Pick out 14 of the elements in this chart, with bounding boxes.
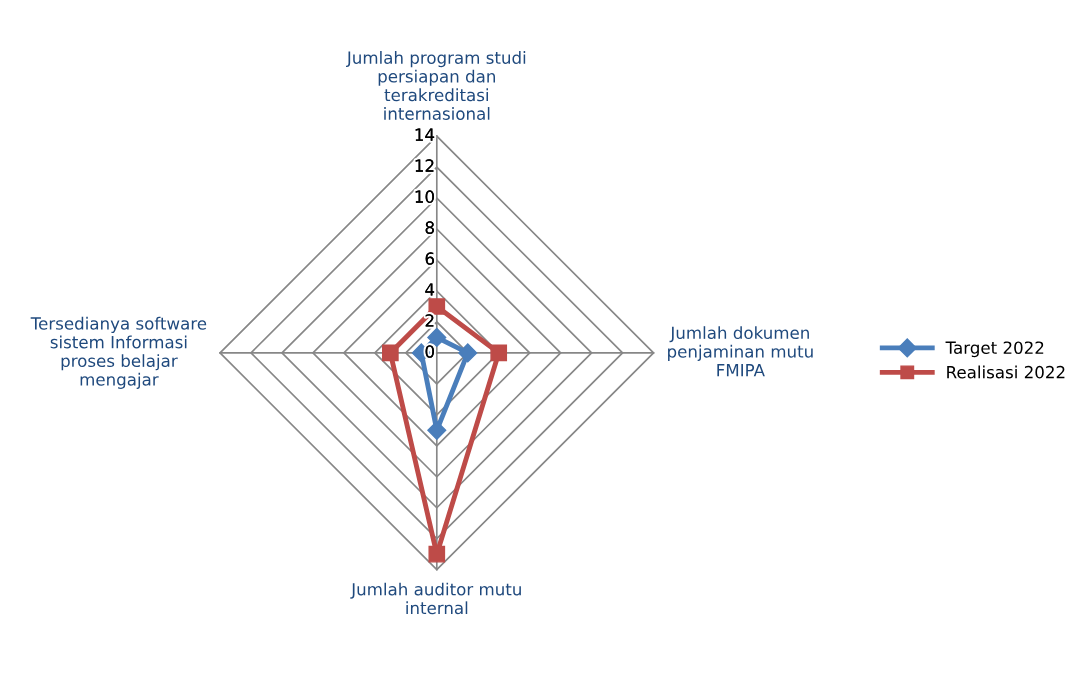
spoke-label: Jumlah auditor mutu internal [350,582,521,615]
spoke-label: Jumlah program studi persiapan dan terakreditasi internasional [346,51,526,120]
y-tick-label: 8 [425,221,434,234]
spoke-label: Jumlah dokumen penjaminan mutu FMIPA [668,326,813,377]
y-tick-label: 4 [425,283,435,296]
y-tick-label: 12 [415,159,434,172]
y-tick-label: 14 [415,128,435,141]
legend-label: Realisasi 2022 [947,365,1065,379]
y-tick-label: 10 [415,190,434,203]
legend-label: Target 2022 [945,341,1044,358]
y-tick-label: 2 [425,314,434,327]
y-tick-label: 0 [425,345,434,358]
spoke-label: Tersedianya software sistem Informasi proses belajar mengajar [30,316,207,389]
y-tick-label: 6 [425,252,435,265]
